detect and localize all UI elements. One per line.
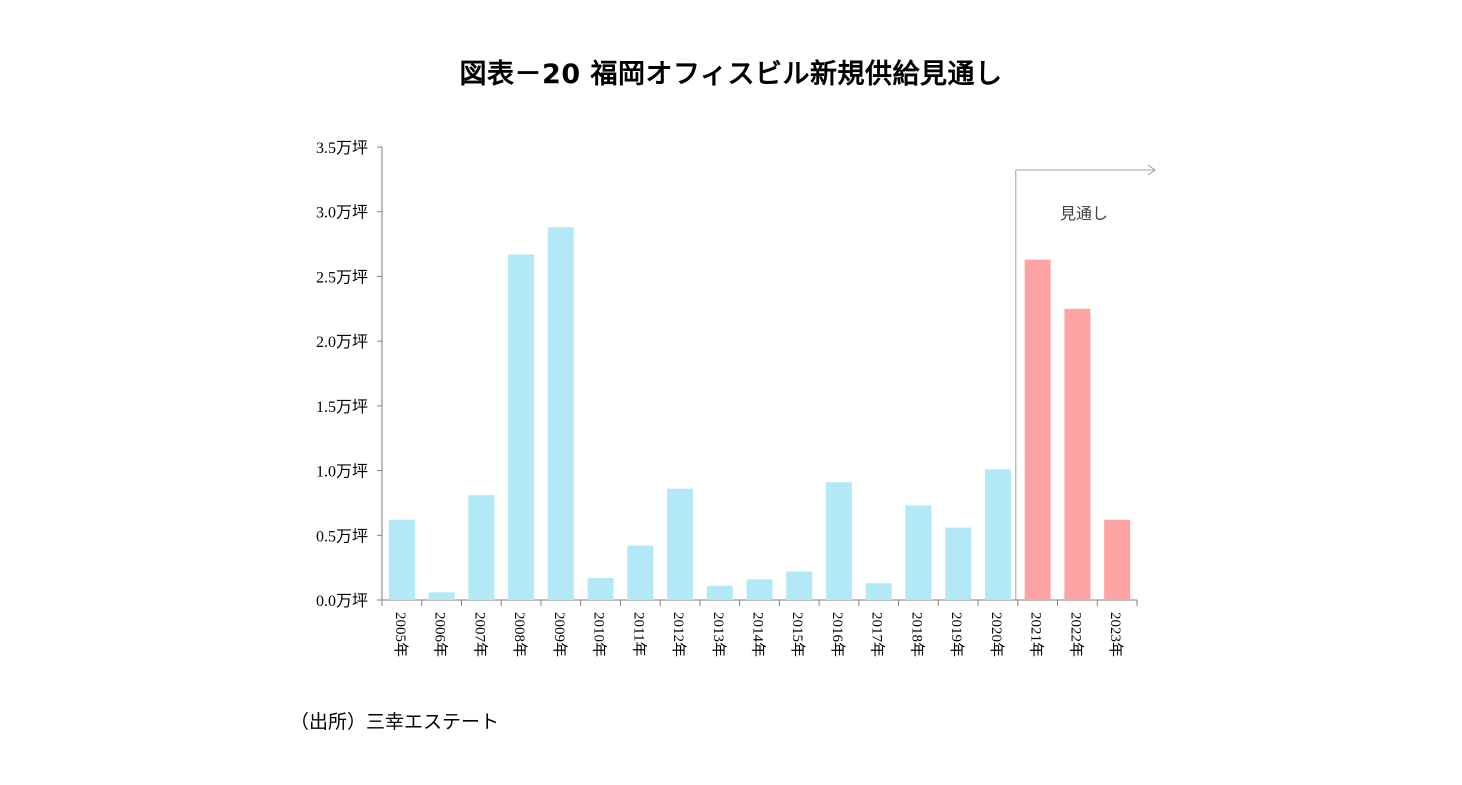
bar	[587, 577, 614, 600]
x-tick-label: 2006年	[432, 612, 449, 657]
bar	[825, 482, 852, 600]
bar	[468, 495, 495, 600]
bar	[746, 579, 773, 600]
x-tick-label: 2019年	[948, 612, 965, 657]
x-tick-label: 2018年	[908, 612, 925, 657]
bar	[905, 505, 932, 600]
x-tick-label: 2011年	[630, 612, 647, 656]
x-tick-label: 2008年	[511, 612, 528, 657]
x-tick-label: 2014年	[750, 612, 767, 657]
x-tick-label: 2015年	[789, 612, 806, 657]
y-tick-label: 1.0万坪	[316, 463, 368, 481]
source-note: （出所）三幸エステート	[290, 711, 500, 733]
forecast-arrow-head	[1147, 164, 1156, 176]
x-tick-label: 2009年	[551, 612, 568, 657]
bar	[428, 592, 455, 600]
x-tick-label: 2007年	[471, 612, 488, 657]
x-tick-label: 2012年	[670, 612, 687, 657]
x-tick-label: 2023年	[1107, 612, 1124, 657]
bar	[865, 583, 892, 600]
chart-title: 図表－20 福岡オフィスビル新規供給見通し	[459, 59, 1003, 90]
x-tick-label: 2010年	[591, 612, 608, 657]
x-tick-label: 2021年	[1028, 612, 1045, 657]
bar	[547, 227, 574, 600]
y-tick-label: 0.5万坪	[316, 527, 368, 545]
x-tick-label: 2016年	[829, 612, 846, 657]
bar	[627, 545, 654, 600]
forecast-bar	[1064, 308, 1091, 600]
y-tick-label: 0.0万坪	[316, 592, 368, 610]
y-tick-label: 3.0万坪	[316, 204, 368, 222]
x-tick-label: 2020年	[988, 612, 1005, 657]
x-tick-label: 2005年	[392, 612, 409, 657]
x-tick-label: 2017年	[869, 612, 886, 657]
bar	[667, 488, 694, 600]
bar	[984, 469, 1011, 600]
y-tick-label: 1.5万坪	[316, 398, 368, 416]
y-tick-label: 3.5万坪	[316, 139, 368, 157]
forecast-bar	[1104, 519, 1131, 600]
y-tick-label: 2.5万坪	[316, 268, 368, 286]
bar	[945, 527, 972, 600]
bar	[706, 585, 733, 600]
bar	[508, 254, 535, 600]
bar	[786, 571, 813, 600]
bar	[388, 519, 415, 600]
x-tick-label: 2022年	[1067, 612, 1084, 657]
x-tick-label: 2013年	[710, 612, 727, 657]
forecast-label: 見通し	[1060, 204, 1108, 223]
forecast-bar	[1024, 259, 1051, 600]
y-tick-label: 2.0万坪	[316, 333, 368, 351]
